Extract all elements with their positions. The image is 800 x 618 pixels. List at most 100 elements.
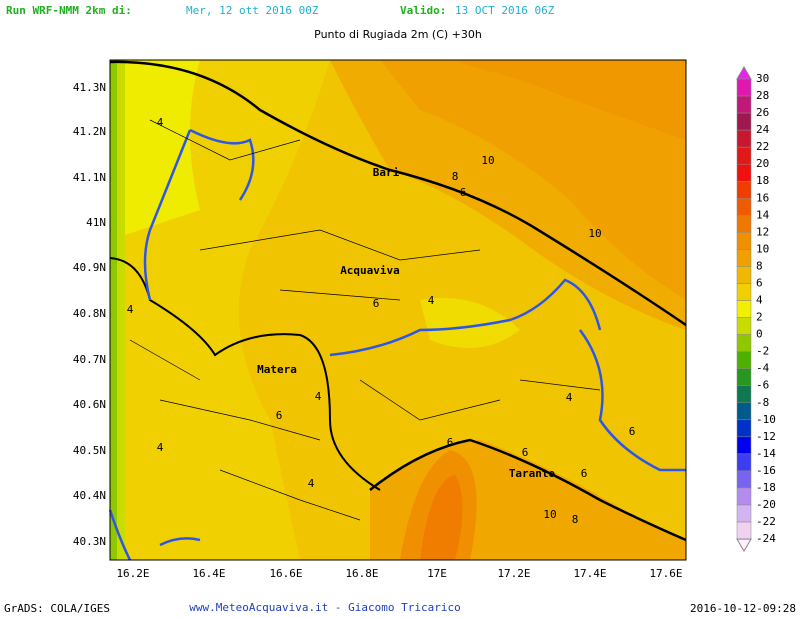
colorbar-label: -10 — [756, 413, 776, 426]
header-valid-label: Valido: — [400, 4, 446, 17]
lat-label: 41.1N — [73, 171, 106, 184]
borders — [108, 60, 687, 561]
colorbar-label: 24 — [756, 123, 770, 136]
colorbar-bin — [736, 95, 752, 114]
colorbar-bin — [736, 283, 752, 301]
lon-label: 16.6E — [269, 567, 302, 580]
colorbar-label: 16 — [756, 191, 769, 204]
contour-label: 4 — [127, 303, 134, 316]
colorbar-label: 12 — [756, 225, 769, 238]
contour-label: 6 — [581, 467, 588, 480]
colorbar-label: 20 — [756, 157, 769, 170]
colorbar-bin — [736, 266, 752, 284]
colorbar-bin — [736, 504, 752, 523]
colorbar-bin — [736, 385, 752, 404]
contour-label: 8 — [572, 513, 579, 526]
lat-label: 40.9N — [73, 261, 106, 274]
colorbar-label: 22 — [756, 140, 769, 153]
lat-label: 40.7N — [73, 353, 106, 366]
lat-label: 40.4N — [73, 489, 106, 502]
lon-label: 17.4E — [573, 567, 606, 580]
colorbar-label: -14 — [756, 447, 776, 460]
colorbar-bin — [736, 78, 752, 97]
city-label: Taranto — [509, 467, 556, 480]
city-label: Matera — [257, 363, 297, 376]
colorbar-label: -20 — [756, 498, 776, 511]
colorbar-label: -18 — [756, 481, 776, 494]
contour-label: 4 — [428, 294, 435, 307]
colorbar-bin — [736, 470, 752, 489]
footer-right: 2016-10-12-09:28 — [690, 602, 796, 615]
lat-label: 40.6N — [73, 398, 106, 411]
lat-label: 40.3N — [73, 535, 106, 548]
lon-label: 17.2E — [497, 567, 530, 580]
map-field — [110, 60, 686, 560]
contour-label: 6 — [447, 436, 454, 449]
contour-label: 6 — [460, 186, 467, 199]
header-run: Run WRF-NMM 2km di: — [6, 4, 132, 17]
contour-label: 10 — [588, 227, 601, 240]
colorbar-bin — [736, 249, 752, 267]
header-valid: 13 OCT 2016 06Z — [455, 4, 555, 17]
colorbar-label: 8 — [756, 259, 763, 272]
colorbar-label: 10 — [756, 242, 769, 255]
contour-label: 4 — [157, 441, 164, 454]
contour-label: 8 — [452, 170, 459, 183]
lon-label: 16.4E — [192, 567, 225, 580]
colorbar-arrow — [736, 538, 752, 553]
colorbar-label: 0 — [756, 328, 763, 341]
lon-label: 16.2E — [116, 567, 149, 580]
lon-label: 16.8E — [345, 567, 378, 580]
colorbar-bin — [736, 351, 752, 369]
colorbar-label: -4 — [756, 362, 770, 375]
colorbar-bin — [736, 198, 752, 216]
contour-label: 4 — [157, 116, 164, 129]
colorbar-bin — [736, 487, 752, 506]
footer-center: www.MeteoAcquaviva.it - Giacomo Tricaric… — [189, 601, 461, 614]
colorbar-bin — [736, 419, 752, 438]
colorbar-bin — [736, 112, 752, 131]
colorbar-bin — [736, 146, 752, 165]
contour-label: 6 — [629, 425, 636, 438]
footer-left: GrADS: COLA/IGES — [4, 602, 110, 615]
colorbar-bin — [736, 180, 752, 199]
contour-label: 4 — [308, 477, 315, 490]
contour-label: 10 — [543, 508, 556, 521]
colorbar-bin — [736, 436, 752, 455]
city-label: Acquaviva — [340, 264, 400, 277]
city-label: Bari — [373, 166, 400, 179]
lat-label: 41.3N — [73, 81, 106, 94]
lat-label: 41.2N — [73, 125, 106, 138]
colorbar-label: 4 — [756, 294, 763, 307]
colorbar-bin — [736, 215, 752, 233]
colorbar-bin — [736, 317, 752, 335]
colorbar-label: -22 — [756, 515, 776, 528]
colorbar-bin — [736, 300, 752, 318]
colorbar-bin — [736, 453, 752, 472]
colorbar-label: -8 — [756, 396, 769, 409]
colorbar-label: -6 — [756, 379, 769, 392]
colorbar-label: -2 — [756, 345, 769, 358]
colorbar-label: 18 — [756, 174, 769, 187]
contour-label: 10 — [481, 154, 494, 167]
contour-label: 6 — [373, 297, 380, 310]
colorbar-label: 2 — [756, 311, 763, 324]
colorbar-bin — [736, 163, 752, 182]
colorbar-label: 28 — [756, 89, 769, 102]
lat-label: 40.5N — [73, 444, 106, 457]
colorbar-label: -12 — [756, 430, 776, 443]
contour-label: 6 — [276, 409, 283, 422]
colorbar-label: 14 — [756, 208, 770, 221]
colorbar-bin — [736, 368, 752, 386]
lat-label: 40.8N — [73, 307, 106, 320]
colorbar-bin — [736, 232, 752, 250]
map-frame — [109, 59, 687, 561]
header-init: Mer, 12 ott 2016 00Z — [186, 4, 319, 17]
colorbar-label: 30 — [756, 72, 769, 85]
colorbar-bin — [736, 129, 752, 148]
lon-label: 17.6E — [649, 567, 682, 580]
colorbar-bin — [736, 402, 752, 421]
title: Punto di Rugiada 2m (C) +30h — [314, 28, 482, 41]
colorbar-label: -16 — [756, 464, 776, 477]
